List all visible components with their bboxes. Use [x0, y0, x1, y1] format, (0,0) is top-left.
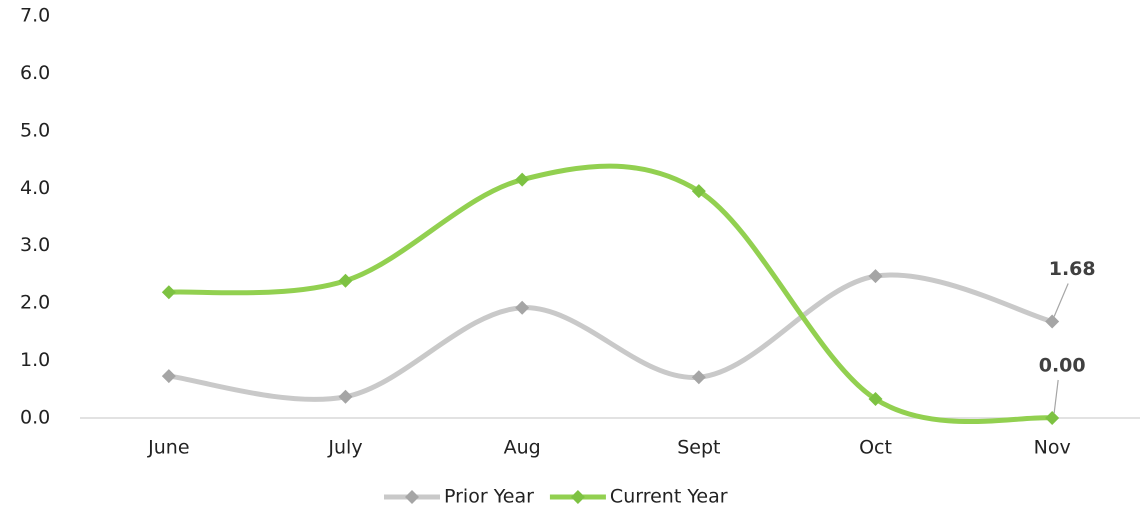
marker	[1045, 314, 1060, 329]
leader-line	[1053, 379, 1059, 414]
x-tick-label: Oct	[859, 437, 892, 459]
marker	[1045, 411, 1060, 425]
y-tick-label: 4.0	[20, 177, 50, 199]
marker	[338, 389, 353, 404]
legend-label: Prior Year	[444, 486, 534, 508]
legend-label: Current Year	[610, 486, 728, 508]
marker	[515, 172, 530, 187]
y-tick-label: 0.0	[20, 407, 50, 429]
marker	[161, 369, 176, 384]
y-tick-label: 2.0	[20, 292, 50, 314]
x-tick-label: Aug	[504, 437, 541, 459]
x-tick-label: Nov	[1034, 437, 1071, 459]
x-tick-label: July	[327, 437, 362, 459]
data-label: 1.68	[1049, 258, 1096, 280]
marker	[691, 184, 706, 199]
marker	[868, 269, 883, 284]
leader-line	[1053, 283, 1069, 317]
marker	[161, 285, 176, 300]
y-tick-label: 5.0	[20, 119, 50, 141]
y-tick-label: 7.0	[20, 5, 50, 27]
series-line	[166, 163, 1055, 425]
marker	[338, 273, 353, 288]
x-tick-label: Sept	[677, 437, 720, 459]
y-tick-label: 3.0	[20, 234, 50, 256]
marker	[691, 370, 706, 385]
x-tick-label: June	[147, 437, 189, 459]
series-line	[166, 272, 1055, 402]
y-tick-label: 1.0	[20, 349, 50, 371]
data-label: 0.00	[1039, 355, 1086, 377]
marker	[515, 300, 530, 315]
y-tick-label: 6.0	[20, 62, 50, 84]
legend-marker	[405, 490, 419, 504]
legend-marker	[570, 490, 585, 504]
marker	[868, 392, 883, 407]
